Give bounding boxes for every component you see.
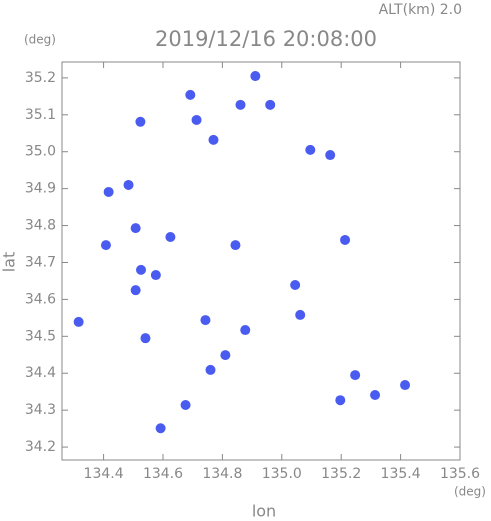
echo	[290, 279, 301, 290]
echo	[208, 134, 219, 145]
x-tick-label: 135.0	[262, 466, 302, 482]
echo	[350, 370, 361, 381]
x-tick-label: 134.8	[202, 466, 242, 482]
echo	[240, 325, 251, 336]
echo	[73, 316, 84, 327]
echo	[123, 179, 134, 190]
y-tick-label: 35.2	[25, 70, 56, 86]
echo	[130, 223, 141, 234]
echo	[150, 270, 161, 281]
y-axis-label: lat	[0, 252, 19, 273]
y-tick-label: 34.9	[25, 181, 56, 197]
x-tick-label: 135.4	[381, 466, 421, 482]
echo	[325, 150, 336, 161]
echo	[235, 99, 246, 110]
y-tick-label: 34.4	[25, 365, 56, 381]
echo	[295, 309, 306, 320]
x-tick-label: 134.6	[143, 466, 183, 482]
echo	[400, 380, 411, 391]
y-tick-label: 34.2	[25, 439, 56, 455]
echo	[103, 186, 114, 197]
echo	[191, 114, 202, 125]
echo	[130, 285, 141, 296]
echo	[370, 390, 381, 401]
y-tick-label: 34.5	[25, 328, 56, 344]
y-tick-label: 34.3	[25, 402, 56, 418]
echo	[140, 333, 151, 344]
x-tick-label: 135.6	[440, 466, 480, 482]
plot-frame	[61, 61, 461, 461]
x-tick-label: 135.2	[321, 466, 361, 482]
x-unit: (deg)	[454, 485, 486, 499]
echo	[180, 399, 191, 410]
echo	[230, 240, 241, 251]
echo	[165, 232, 176, 243]
echo	[135, 116, 146, 127]
echo	[305, 144, 316, 155]
y-tick-label: 34.8	[25, 218, 56, 234]
x-axis-label: lon	[252, 502, 276, 521]
echo	[185, 89, 196, 100]
y-tick-label: 35.0	[25, 144, 56, 160]
x-tick-label: 134.4	[84, 466, 124, 482]
echo	[265, 99, 276, 110]
echo	[100, 240, 111, 251]
altitude-label: ALT(km) 2.0	[379, 2, 462, 18]
echo	[205, 364, 216, 375]
echo	[250, 71, 261, 82]
y-tick-label: 35.1	[25, 107, 56, 123]
echo	[220, 350, 231, 361]
y-unit: (deg)	[24, 33, 56, 47]
chart-title: 2019/12/16 20:08:00	[155, 27, 377, 51]
y-tick-label: 34.6	[25, 291, 56, 307]
echo	[335, 395, 346, 406]
echo	[200, 315, 211, 326]
echo	[155, 423, 166, 434]
echo	[136, 264, 147, 275]
y-tick-label: 34.7	[25, 254, 56, 270]
echo	[340, 234, 351, 245]
